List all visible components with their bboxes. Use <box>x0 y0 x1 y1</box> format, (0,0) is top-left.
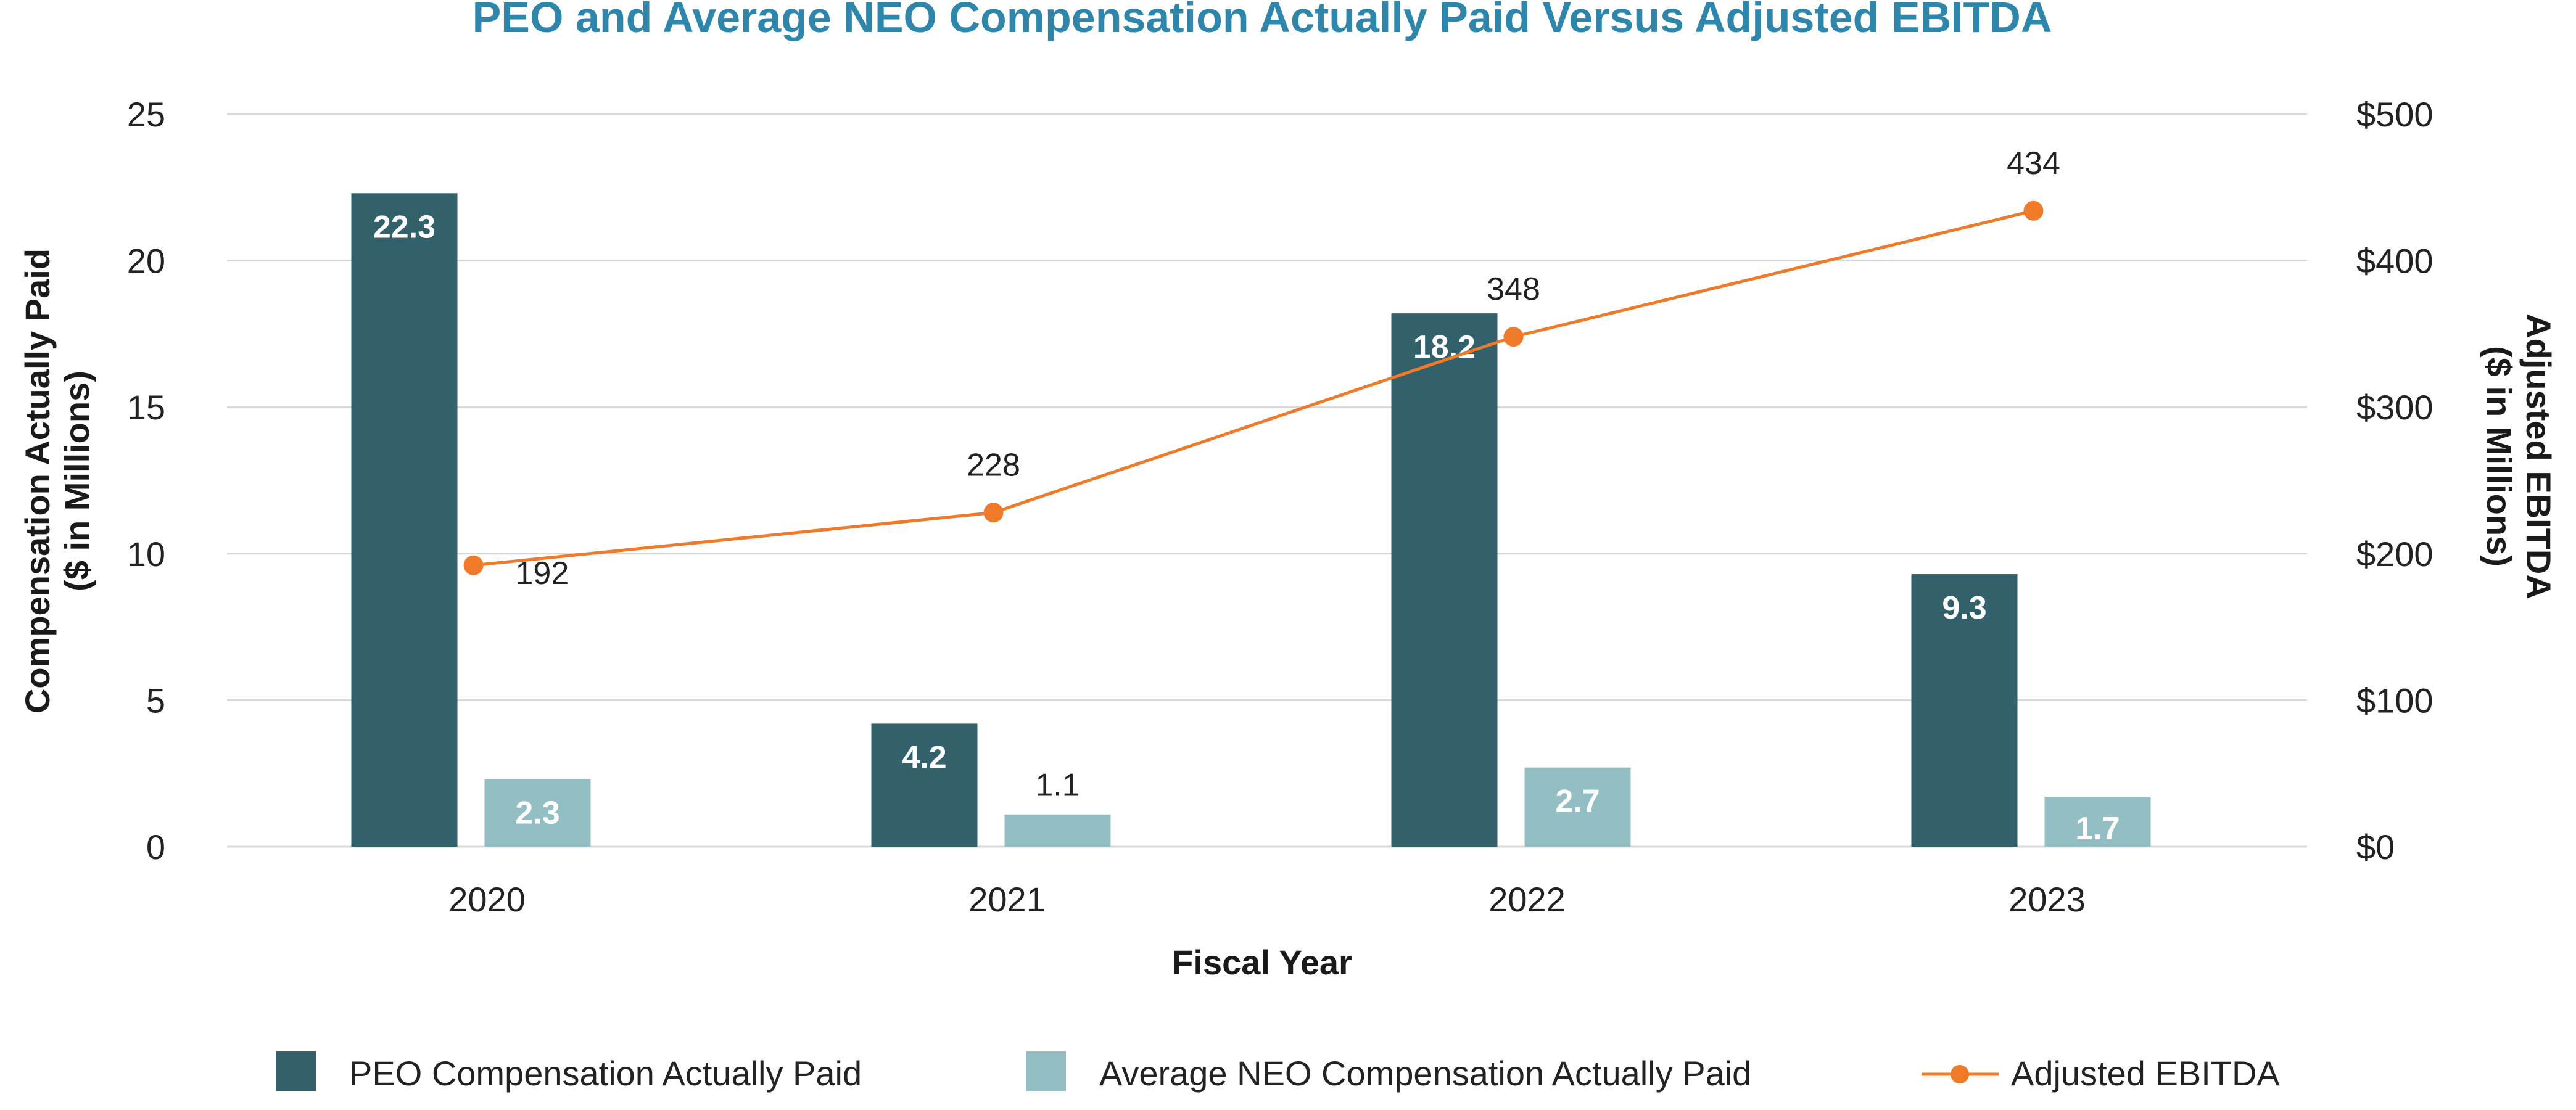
left-axis-title: Compensation Actually Paid ($ in Million… <box>18 249 96 713</box>
legend: PEO Compensation Actually Paid Average N… <box>276 1051 2280 1093</box>
legend-label-neo: Average NEO Compensation Actually Paid <box>1099 1054 1751 1093</box>
peo-bar-label-2023: 9.3 <box>1942 590 1986 626</box>
left-tick-label: 5 <box>146 681 165 720</box>
peo-bar-label-2020: 22.3 <box>373 209 436 245</box>
right-axis: $0 $100 $200 $300 $400 $500 <box>2356 95 2434 866</box>
bars: 22.34.218.29.32.31.1 2.71.7 <box>351 193 2151 847</box>
neo-bar-2020 <box>484 779 591 847</box>
neo-bar-label-2022: 2.7 <box>1555 784 1600 820</box>
neo-bar-label-2023: 1.7 <box>2075 811 2120 847</box>
x-axis: 2020 2021 2022 2023 <box>448 880 2086 919</box>
right-tick-label: $500 <box>2356 95 2434 134</box>
ebitda-point-2022 <box>1503 327 1524 347</box>
ebitda-point-2021 <box>983 503 1004 523</box>
legend-swatch-peo <box>276 1051 316 1091</box>
peo-bar-2020 <box>351 193 458 847</box>
right-axis-title-line2: ($ in Millions) <box>2480 346 2519 567</box>
left-tick-label: 10 <box>127 535 165 574</box>
neo-bar-label-2021: 1.1 <box>1035 768 1080 804</box>
right-axis-title-line1: Adjusted EBITDA <box>2519 313 2558 599</box>
x-tick-label: 2022 <box>1488 880 1566 919</box>
right-tick-label: $300 <box>2356 388 2434 427</box>
left-axis: 0 5 10 15 20 25 <box>127 95 165 866</box>
left-tick-label: 15 <box>127 388 165 427</box>
right-tick-label: $400 <box>2356 242 2434 281</box>
ebitda-label-2020: 192 <box>516 556 569 591</box>
peo-bar-2023 <box>1911 574 2018 847</box>
legend-label-ebitda: Adjusted EBITDA <box>2011 1054 2280 1093</box>
legend-label-peo: PEO Compensation Actually Paid <box>349 1054 862 1093</box>
right-axis-title: Adjusted EBITDA ($ in Millions) <box>2480 313 2558 599</box>
x-tick-label: 2021 <box>968 880 1046 919</box>
right-tick-label: $100 <box>2356 681 2434 720</box>
left-axis-title-line1: Compensation Actually Paid <box>18 249 57 713</box>
ebitda-label-2021: 228 <box>967 447 1020 483</box>
ebitda-line: 192 228 348 434 <box>463 146 2060 591</box>
right-tick-label: $0 <box>2356 828 2395 866</box>
neo-bar-2022 <box>1524 767 1631 847</box>
ebitda-point-2020 <box>463 555 484 575</box>
peo-bar-label-2021: 4.2 <box>902 739 946 775</box>
ebitda-line-path <box>473 209 2034 567</box>
neo-bar-2021 <box>1004 814 1111 847</box>
chart-title: PEO and Average NEO Compensation Actuall… <box>473 0 2052 41</box>
left-tick-label: 25 <box>127 95 165 134</box>
ebitda-label-2023: 434 <box>2007 146 2060 181</box>
right-tick-label: $200 <box>2356 535 2434 574</box>
left-tick-label: 20 <box>127 242 165 281</box>
peo-bar-2021 <box>871 723 978 847</box>
legend-marker-ebitda <box>1951 1065 1969 1083</box>
ebitda-label-2022: 348 <box>1487 271 1540 307</box>
x-tick-label: 2020 <box>448 880 526 919</box>
left-tick-label: 0 <box>146 828 165 866</box>
legend-swatch-neo <box>1026 1051 1066 1091</box>
peo-bar-2022 <box>1391 313 1498 847</box>
ebitda-point-2023 <box>2023 200 2044 221</box>
neo-bar-2023 <box>2044 797 2151 847</box>
x-axis-title: Fiscal Year <box>1172 943 1352 982</box>
x-tick-label: 2023 <box>2008 880 2086 919</box>
neo-bar-label-2020: 2.3 <box>515 796 559 831</box>
left-axis-title-line2: ($ in Millions) <box>57 371 96 591</box>
